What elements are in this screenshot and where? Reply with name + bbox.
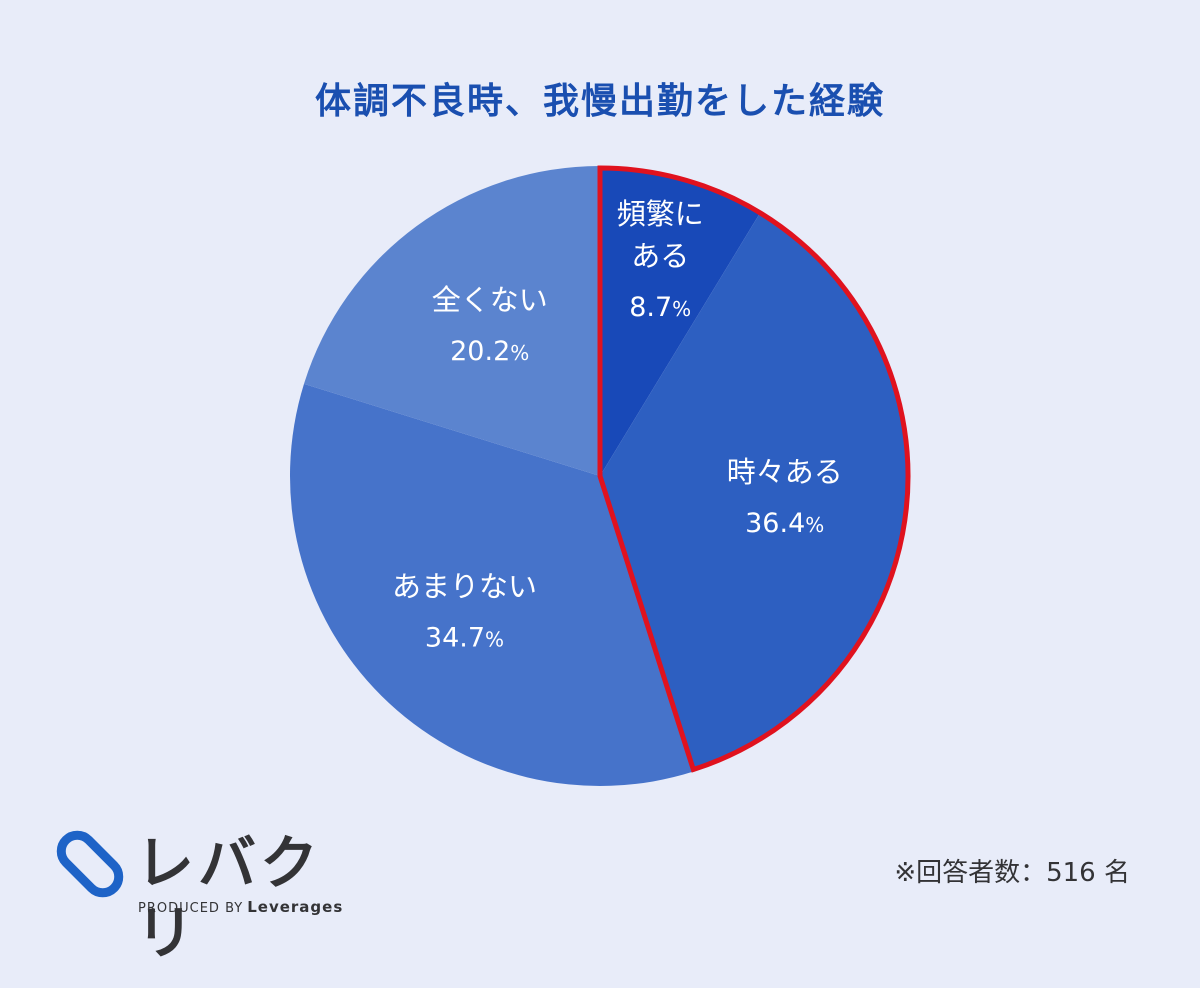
slice-1-value-unit: % [672,297,691,321]
slice-4-label: 全くない [432,283,548,317]
slice-4-value-unit: % [510,341,529,365]
slice-1-value: 8.7% [629,292,691,323]
slice-3-label: あまりない [392,569,537,603]
slice-3-value: 34.7% [425,622,504,653]
slice-3 [290,383,694,786]
highlight-border [597,165,911,773]
slice-1-label-line-1: 頻繁に [617,197,704,231]
leverages-logo: レバクリ PRODUCED BY Leverages [52,826,352,967]
slice-4 [303,165,600,476]
chart-title: 体調不良時、我慢出勤をした経験 [314,81,885,122]
logo-wordmark: レバクリ [136,829,323,967]
produced-by-text: PRODUCED BY [138,901,244,916]
logo-produced-by: PRODUCED BY Leverages [138,898,343,916]
slice-2 [600,211,910,772]
slice-1 [600,166,762,476]
slice-2-value-unit: % [805,513,824,537]
pie-slices [290,165,910,786]
slice-3-value-unit: % [485,627,504,651]
slice-2-value: 36.4% [745,508,824,539]
slice-1-label-line-2: ある [631,239,689,273]
slice-4-value: 20.2% [450,336,529,367]
respondent-count: ※回答者数：516 名 [894,858,1130,888]
pill-logo-icon [56,830,124,898]
brand-name: Leverages [247,898,344,916]
slice-2-label: 時々ある [727,455,843,489]
highlight-outline [597,165,911,773]
